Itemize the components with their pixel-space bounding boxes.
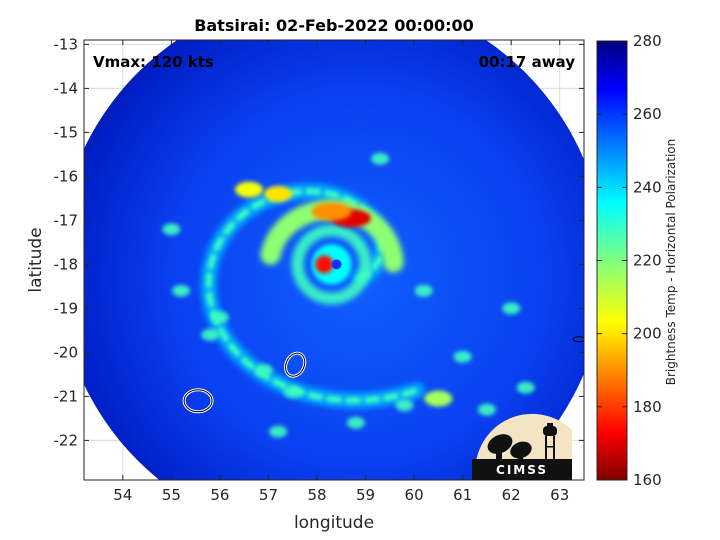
convective-cell bbox=[477, 403, 496, 416]
convective-cell bbox=[254, 364, 273, 376]
convective-cell bbox=[502, 302, 521, 315]
convective-cell bbox=[162, 223, 181, 236]
coastline-reunion-inner bbox=[183, 389, 213, 413]
y-axis-label: latitude bbox=[26, 227, 46, 292]
convective-cell bbox=[414, 284, 433, 297]
x-axis-label: longitude bbox=[294, 513, 374, 533]
logo-building bbox=[472, 459, 572, 480]
y-axis-ticks: -13 -14 -15 -16 -17 -18 -19 -20 -21 -22 bbox=[54, 35, 584, 449]
coastline-rodrigues bbox=[572, 336, 584, 343]
y-tick-label: -15 bbox=[54, 123, 79, 141]
rainband-feature bbox=[264, 186, 293, 202]
vmax-annotation: Vmax: 120 kts bbox=[93, 53, 214, 71]
convective-cell bbox=[395, 399, 414, 412]
x-tick-label: 60 bbox=[405, 486, 424, 504]
colorbar-label: Brightness Temp - Horizontal Polarizatio… bbox=[664, 139, 678, 386]
x-axis-ticks: 54 55 56 57 58 59 60 61 62 63 bbox=[113, 40, 569, 504]
x-tick-label: 63 bbox=[550, 486, 569, 504]
x-tick-label: 61 bbox=[453, 486, 472, 504]
colorbar-tick-label: 280 bbox=[633, 32, 662, 50]
rainband-feature bbox=[424, 390, 453, 407]
convective-cell bbox=[516, 381, 535, 394]
logo-water-tower-icon bbox=[543, 423, 557, 462]
colorbar-tick-label: 200 bbox=[633, 325, 662, 343]
colorbar: 160 180 200 220 240 260 280 Brightness Temp - … bbox=[596, 32, 678, 489]
x-tick-label: 56 bbox=[210, 486, 229, 504]
plot-frame bbox=[83, 39, 585, 481]
y-tick-label: -21 bbox=[54, 387, 79, 405]
colorbar-tick-label: 180 bbox=[633, 398, 662, 416]
colorbar-ticks: 160 180 200 220 240 260 280 bbox=[597, 32, 662, 489]
convective-cell bbox=[346, 416, 365, 429]
y-tick-label: -22 bbox=[54, 431, 79, 449]
convective-cell bbox=[201, 328, 220, 341]
y-tick-label: -18 bbox=[54, 255, 79, 273]
convective-cell bbox=[453, 350, 472, 363]
convective-cell bbox=[269, 425, 288, 438]
x-tick-label: 62 bbox=[502, 486, 521, 504]
x-tick-label: 57 bbox=[259, 486, 278, 504]
y-tick-label: -13 bbox=[54, 35, 79, 53]
cimss-logo: CIMSS bbox=[472, 413, 572, 480]
colorbar-tick-label: 220 bbox=[633, 252, 662, 270]
y-tick-label: -20 bbox=[54, 343, 79, 361]
convective-cell bbox=[371, 152, 390, 165]
rainbands bbox=[162, 152, 535, 438]
y-tick-label: -16 bbox=[54, 167, 79, 185]
convective-cell bbox=[283, 386, 302, 398]
colorbar-tick-label: 260 bbox=[633, 105, 662, 123]
storm-eye bbox=[331, 259, 342, 270]
y-tick-label: -14 bbox=[54, 79, 79, 97]
eyewall-feature bbox=[315, 255, 334, 274]
coastlines bbox=[182, 336, 584, 414]
y-tick-label: -19 bbox=[54, 299, 79, 317]
coastline-mauritius-inner bbox=[285, 352, 306, 377]
x-tick-label: 55 bbox=[162, 486, 181, 504]
inner-eyewall-ring bbox=[291, 224, 372, 305]
logo-dish-icon bbox=[487, 434, 532, 462]
deep-convection-feature bbox=[311, 202, 352, 221]
chart-title: Batsirai: 02-Feb-2022 00:00:00 bbox=[194, 16, 474, 35]
y-tick-label: -17 bbox=[54, 211, 79, 229]
time-offset-annotation: 00:17 away bbox=[479, 53, 576, 71]
convective-cell bbox=[172, 284, 191, 297]
convective-cell bbox=[210, 311, 229, 324]
colorbar-tick-label: 160 bbox=[633, 471, 662, 489]
x-tick-label: 59 bbox=[356, 486, 375, 504]
logo-text: CIMSS bbox=[496, 463, 548, 477]
rainband-feature bbox=[235, 181, 264, 198]
x-tick-label: 54 bbox=[113, 486, 132, 504]
x-tick-label: 58 bbox=[307, 486, 326, 504]
colorbar-tick-label: 240 bbox=[633, 178, 662, 196]
